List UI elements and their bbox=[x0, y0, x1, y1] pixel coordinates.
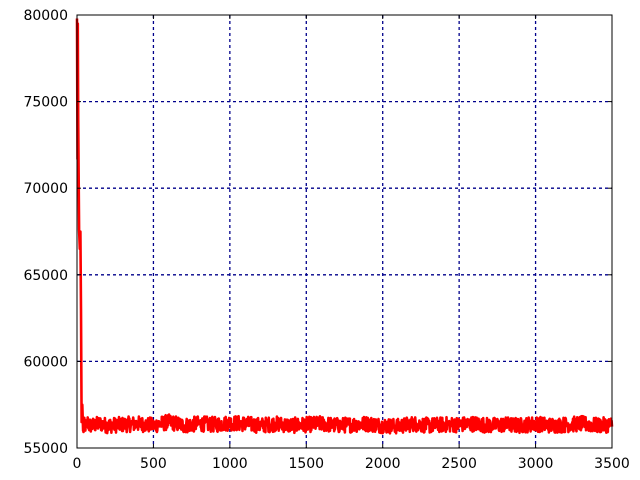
x-tick-labels: 0 500 1000 1500 2000 2500 3000 3500 bbox=[73, 456, 630, 472]
grid-lines bbox=[77, 15, 612, 448]
series-line-0 bbox=[75, 18, 614, 435]
x-tick-label: 0 bbox=[73, 456, 82, 472]
y-tick-labels: 55000 60000 65000 70000 75000 80000 bbox=[23, 8, 68, 457]
x-tick-label: 2500 bbox=[441, 456, 477, 472]
y-tick-label: 65000 bbox=[23, 268, 68, 284]
tick-marks bbox=[76, 14, 613, 449]
y-tick-label: 70000 bbox=[23, 181, 68, 197]
x-tick-label: 1500 bbox=[288, 456, 324, 472]
x-tick-label: 3500 bbox=[594, 456, 630, 472]
y-tick-label: 75000 bbox=[23, 95, 68, 111]
series-lines bbox=[75, 18, 614, 435]
x-tick-label: 500 bbox=[140, 456, 167, 472]
plot-frame bbox=[76, 14, 613, 449]
x-tick-label: 3000 bbox=[518, 456, 554, 472]
x-tick-label: 1000 bbox=[212, 456, 248, 472]
y-tick-label: 60000 bbox=[23, 354, 68, 370]
y-tick-label: 55000 bbox=[23, 441, 68, 457]
plot-background bbox=[77, 15, 612, 448]
x-tick-label: 2000 bbox=[365, 456, 401, 472]
y-tick-label: 80000 bbox=[23, 8, 68, 24]
